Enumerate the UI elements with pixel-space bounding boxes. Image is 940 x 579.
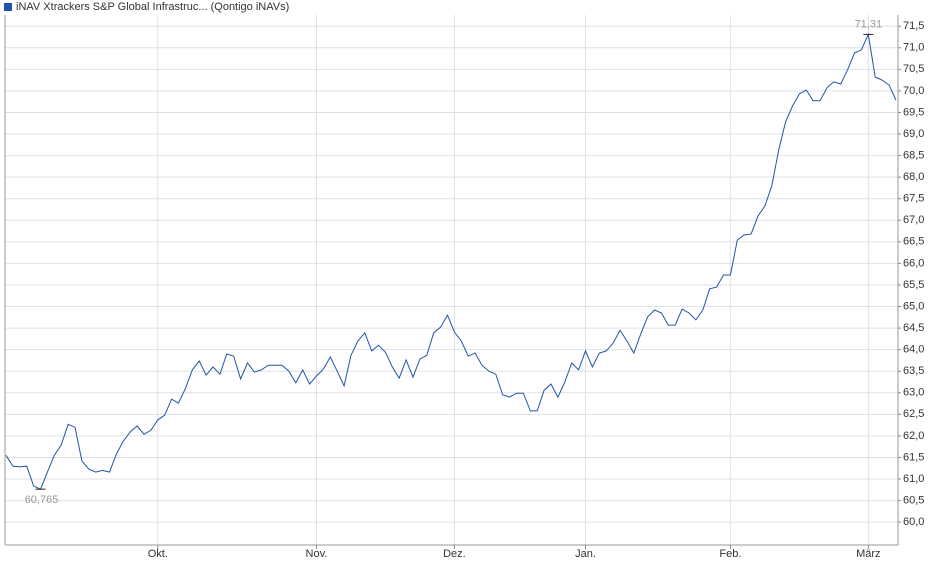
y-tick-label: 63,5: [903, 365, 924, 377]
x-tick-label: Dez.: [443, 548, 466, 560]
data-line: [5, 32, 897, 490]
y-tick-label: 67,0: [903, 214, 924, 226]
y-tick-label: 71,0: [903, 42, 924, 54]
y-tick-label: 68,5: [903, 149, 924, 161]
y-tick-label: 62,5: [903, 408, 924, 420]
legend-label: iNAV Xtrackers S&P Global Infrastruc... …: [16, 1, 289, 13]
legend-swatch: [4, 3, 12, 11]
y-tick-label: 64,5: [903, 322, 924, 334]
y-tick-label: 66,0: [903, 257, 924, 269]
y-tick-label: 62,0: [903, 430, 924, 442]
y-tick-label: 60,5: [903, 494, 924, 506]
annotation: 71,31: [855, 18, 883, 30]
y-tick-label: 61,5: [903, 451, 924, 463]
y-tick-label: 63,0: [903, 387, 924, 399]
y-tick-label: 64,0: [903, 344, 924, 356]
x-tick-label: Feb.: [719, 548, 741, 560]
x-tick-label: Nov.: [306, 548, 328, 560]
y-tick-label: 61,0: [903, 473, 924, 485]
annotation: 60,765: [25, 494, 59, 506]
y-tick-label: 70,5: [903, 63, 924, 75]
x-tick-label: März: [856, 548, 880, 560]
x-tick-label: Okt.: [148, 548, 168, 560]
y-tick-label: 65,5: [903, 279, 924, 291]
y-tick-label: 68,0: [903, 171, 924, 183]
y-tick-label: 65,0: [903, 300, 924, 312]
y-tick-label: 67,5: [903, 193, 924, 205]
y-tick-label: 71,5: [903, 20, 924, 32]
y-tick-label: 69,0: [903, 128, 924, 140]
y-tick-label: 66,5: [903, 236, 924, 248]
y-tick-label: 60,0: [903, 516, 924, 528]
y-tick-label: 70,0: [903, 85, 924, 97]
y-tick-label: 69,5: [903, 106, 924, 118]
x-tick-label: Jan.: [575, 548, 596, 560]
